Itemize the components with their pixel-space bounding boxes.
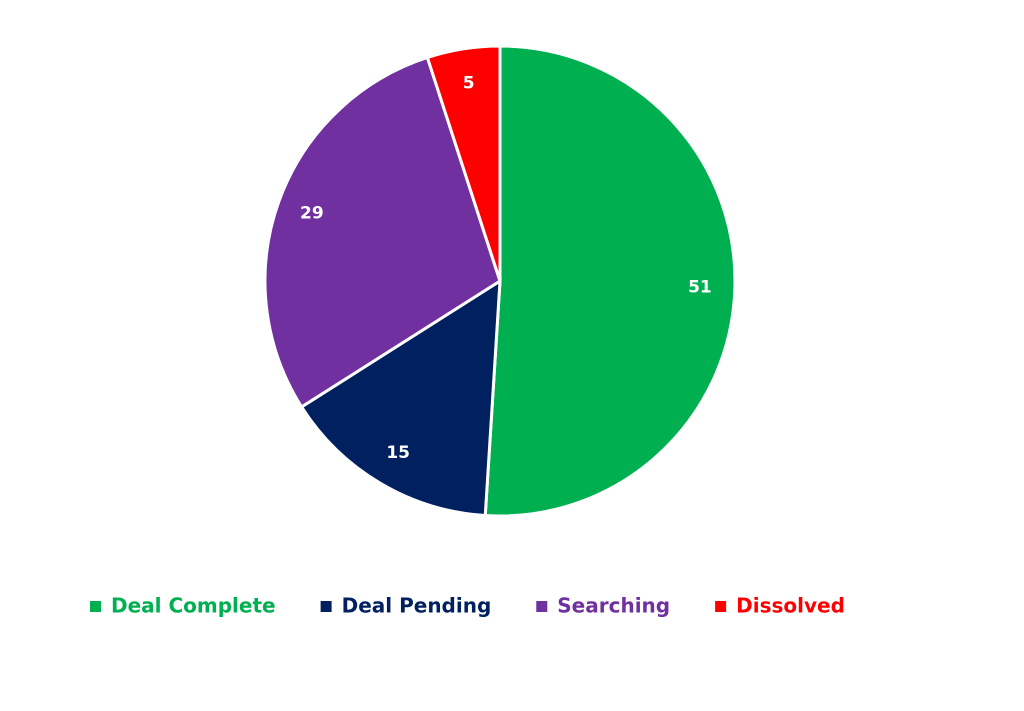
legend-label: Searching [557,594,670,618]
legend-label: Dissolved [736,594,845,618]
legend-swatch [320,601,332,612]
data-label: 5 [463,73,475,93]
legend-swatch [90,601,101,612]
legend-label: Deal Complete [111,594,276,618]
legend-swatch [715,601,727,612]
pie-slice [263,55,502,409]
data-label: 51 [688,277,712,297]
pie-slice [425,44,502,282]
data-label: 29 [300,203,324,223]
pie-slice [483,44,737,518]
pie-slice [299,278,502,518]
legend-swatch [536,601,548,612]
legend-label: Deal Pending [342,594,492,618]
data-label: 15 [386,443,410,463]
